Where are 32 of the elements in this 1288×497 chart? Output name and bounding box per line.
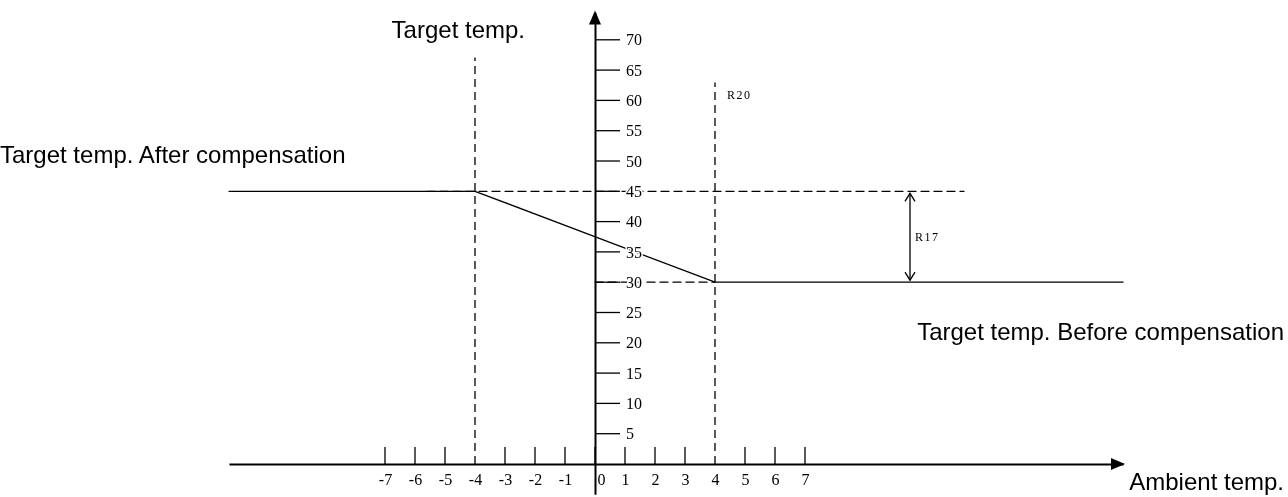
x-tick-label: -4 [468,471,483,489]
y-tick-label: 20 [626,334,642,352]
ref-line-label: R20 [727,87,752,102]
y-tick-label: 65 [626,61,642,79]
y-tick-label: 10 [626,395,642,413]
y-tick-label: 70 [626,31,642,49]
x-tick-label: 6 [771,471,780,489]
annotation: R17 [915,229,940,244]
x-tick-label: -5 [438,471,453,489]
x-tick-label: 0 [597,471,606,489]
annotation: Target temp. After compensation [0,141,346,168]
x-axis-title: Ambient temp. [1129,468,1284,495]
y-tick-label: 60 [626,92,642,110]
x-tick-label: -6 [408,471,423,489]
x-tick-label: 7 [801,471,810,489]
y-tick-label: 55 [626,122,642,140]
x-tick-label: 5 [741,471,750,489]
y-tick-label: 15 [626,364,642,382]
y-tick-label: 50 [626,152,642,170]
x-tick-label: 2 [651,471,660,489]
y-axis-title: Target temp. [391,16,525,43]
x-tick-label: -3 [498,471,513,489]
x-tick-label: -1 [558,471,573,489]
annotation: Target temp. Before compensation [917,318,1284,345]
x-tick-label: 3 [681,471,690,489]
y-tick-label: 5 [626,425,634,443]
y-tick-label: 25 [626,304,642,322]
y-tick-label: 40 [626,213,642,231]
x-tick-label: 4 [711,471,720,489]
x-tick-label: -2 [528,471,543,489]
x-tick-label: -7 [378,471,393,489]
x-tick-label: 1 [621,471,630,489]
